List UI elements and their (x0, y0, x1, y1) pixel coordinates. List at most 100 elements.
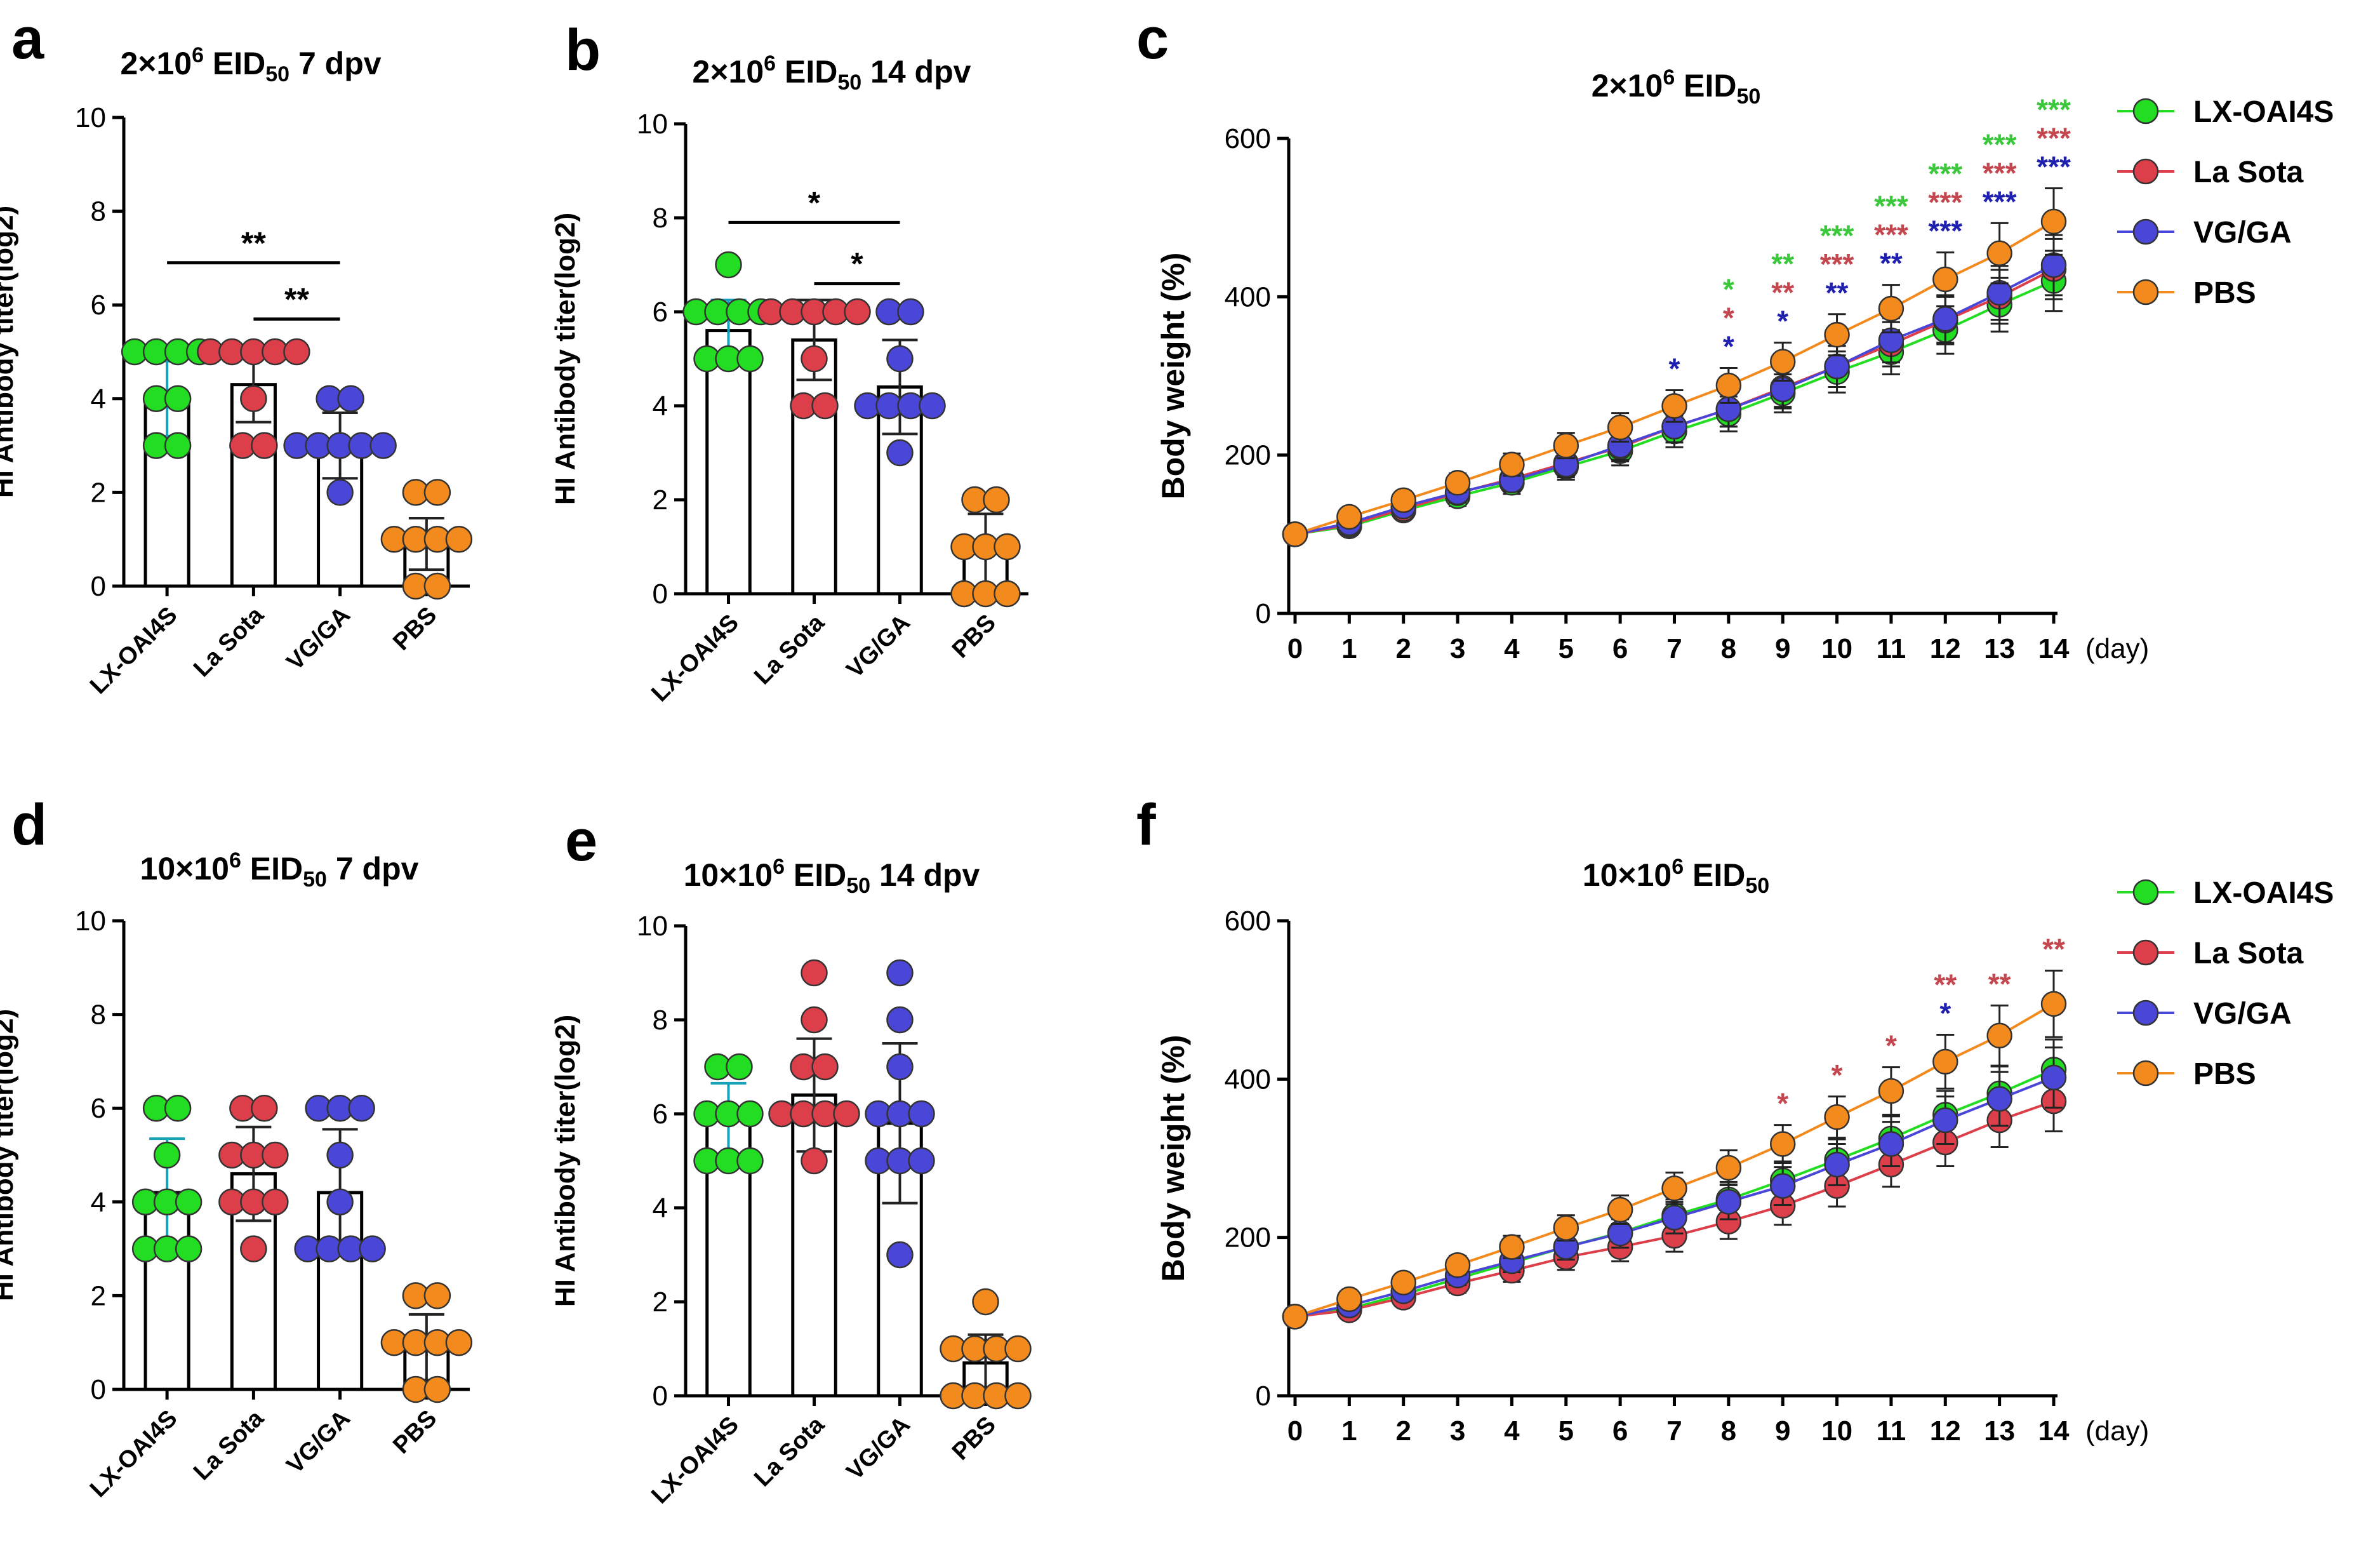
x-tick-label: 0 (1287, 633, 1303, 664)
data-point-vg-ga (359, 1235, 386, 1262)
data-point-vg-ga (326, 1141, 354, 1169)
data-point-pbs (1932, 266, 1958, 293)
data-point-la-sota (811, 392, 839, 420)
y-tick-label: 4 (91, 1187, 106, 1218)
data-point-vg-ga (337, 385, 364, 413)
x-tick-label: 2 (1395, 633, 1411, 664)
data-point-lx-oai4s (736, 1147, 764, 1175)
legend-label-lx-oai4s: LX-OAI4S (2193, 876, 2334, 910)
x-tick-label: 13 (1984, 633, 2015, 664)
x-tick-label: 12 (1930, 633, 1961, 664)
significance-stars: *** (1820, 248, 1854, 281)
legend-marker-vg-ga (2132, 218, 2159, 245)
x-axis-unit: (day) (2085, 1415, 2149, 1447)
legend: LX-OAI4S La Sota VG/GA PBS (2117, 95, 2334, 310)
data-point-pbs (1715, 372, 1742, 399)
x-tick-label: 4 (1504, 1415, 1520, 1447)
y-tick-label: 400 (1225, 1064, 1271, 1095)
data-point-lx-oai4s (736, 345, 764, 373)
significance-stars: *** (1983, 128, 2017, 161)
data-point-vg-ga (1986, 1086, 2012, 1112)
significance-stars: *** (2037, 122, 2071, 155)
title-sup: 6 (764, 51, 776, 76)
significance-stars: *** (1983, 185, 2017, 218)
data-point-pbs (1282, 521, 1308, 547)
y-tick-label: 600 (1225, 906, 1271, 937)
panel-label-f: f (1136, 793, 1156, 857)
y-axis-label: HI Antibody titer(log2) (0, 1009, 19, 1301)
significance-stars: ** (1880, 247, 1903, 280)
legend-marker-la-sota (2132, 939, 2159, 966)
data-point-vg-ga (2040, 1064, 2067, 1091)
y-tick-label: 400 (1225, 281, 1271, 312)
data-point-vg-ga (897, 298, 924, 326)
data-point-pbs (1878, 1078, 1905, 1104)
significance-stars: ** (2042, 933, 2065, 966)
significance-stars: * (1777, 305, 1788, 338)
panel-label-c: c (1136, 6, 1169, 71)
data-point-vg-ga (1769, 1173, 1796, 1199)
data-point-pbs (1715, 1154, 1742, 1181)
data-point-lx-oai4s (164, 1094, 192, 1122)
data-point-pbs (1390, 1269, 1416, 1295)
x-tick-label: 6 (1612, 1415, 1628, 1447)
legend-marker-pbs (2132, 1060, 2159, 1087)
x-tick-label: 3 (1450, 633, 1465, 664)
panel-label-d: d (11, 793, 47, 857)
y-tick-label: 6 (653, 1099, 668, 1130)
data-point-pbs (1444, 1252, 1471, 1278)
y-axis-label: Body weight (%) (1155, 1035, 1191, 1282)
data-point-pbs (1769, 1131, 1796, 1157)
data-point-la-sota (251, 432, 278, 459)
significance-stars: ** (1934, 968, 1957, 1001)
data-point-la-sota (801, 959, 828, 987)
panel-label-a: a (11, 6, 44, 71)
data-point-pbs (994, 533, 1021, 561)
x-tick-label: 13 (1984, 1415, 2015, 1447)
title-base: 2×10 (693, 54, 764, 90)
data-point-la-sota (262, 1141, 289, 1169)
data-point-pbs (1932, 1048, 1958, 1075)
data-point-pbs (1553, 432, 1579, 458)
legend: LX-OAI4S La Sota VG/GA PBS (2117, 876, 2334, 1091)
data-point-lx-oai4s (164, 385, 192, 413)
bar-lx-oai4s (705, 329, 752, 596)
x-tick-label: 1 (1341, 1415, 1357, 1447)
title-mid: EID (1684, 857, 1745, 893)
legend-marker-lx-oai4s (2132, 98, 2159, 124)
x-tick-label: 3 (1450, 1415, 1465, 1447)
data-point-pbs (1499, 451, 1525, 478)
data-point-pbs (994, 580, 1021, 608)
legend-label-vg-ga: VG/GA (2193, 216, 2292, 250)
y-axis-label: HI Antibody titer(log2) (0, 206, 19, 498)
data-point-vg-ga (1607, 1221, 1633, 1247)
data-point-la-sota (844, 298, 871, 326)
data-point-lx-oai4s (153, 1141, 181, 1169)
data-point-pbs (2040, 208, 2067, 235)
data-point-pbs (1661, 393, 1687, 419)
title-mid: EID (1675, 68, 1736, 104)
data-point-pbs (1607, 1196, 1633, 1223)
data-point-vg-ga (886, 1241, 914, 1269)
significance-stars: * (1723, 330, 1734, 363)
title-sup: 6 (229, 848, 241, 873)
title-sup: 6 (1663, 65, 1675, 90)
data-point-pbs (1878, 295, 1905, 322)
data-point-lx-oai4s (726, 1053, 753, 1081)
data-point-pbs (1607, 414, 1633, 441)
x-tick-label: 11 (1877, 1415, 1906, 1447)
significance-stars: * (1723, 273, 1734, 306)
data-point-vg-ga (886, 959, 914, 987)
legend-label-vg-ga: VG/GA (2193, 997, 2292, 1031)
title-sub: 50 (303, 867, 327, 892)
data-point-la-sota (801, 1006, 828, 1034)
data-point-la-sota (811, 1053, 839, 1081)
legend-label-la-sota: La Sota (2193, 156, 2304, 189)
x-tick-label: 7 (1666, 633, 1682, 664)
y-tick-label: 200 (1225, 1222, 1271, 1254)
data-point-pbs (1769, 349, 1796, 375)
data-point-vg-ga (1932, 305, 1958, 332)
data-point-la-sota (251, 1094, 278, 1122)
title-tail: 14 dpv (861, 54, 971, 90)
